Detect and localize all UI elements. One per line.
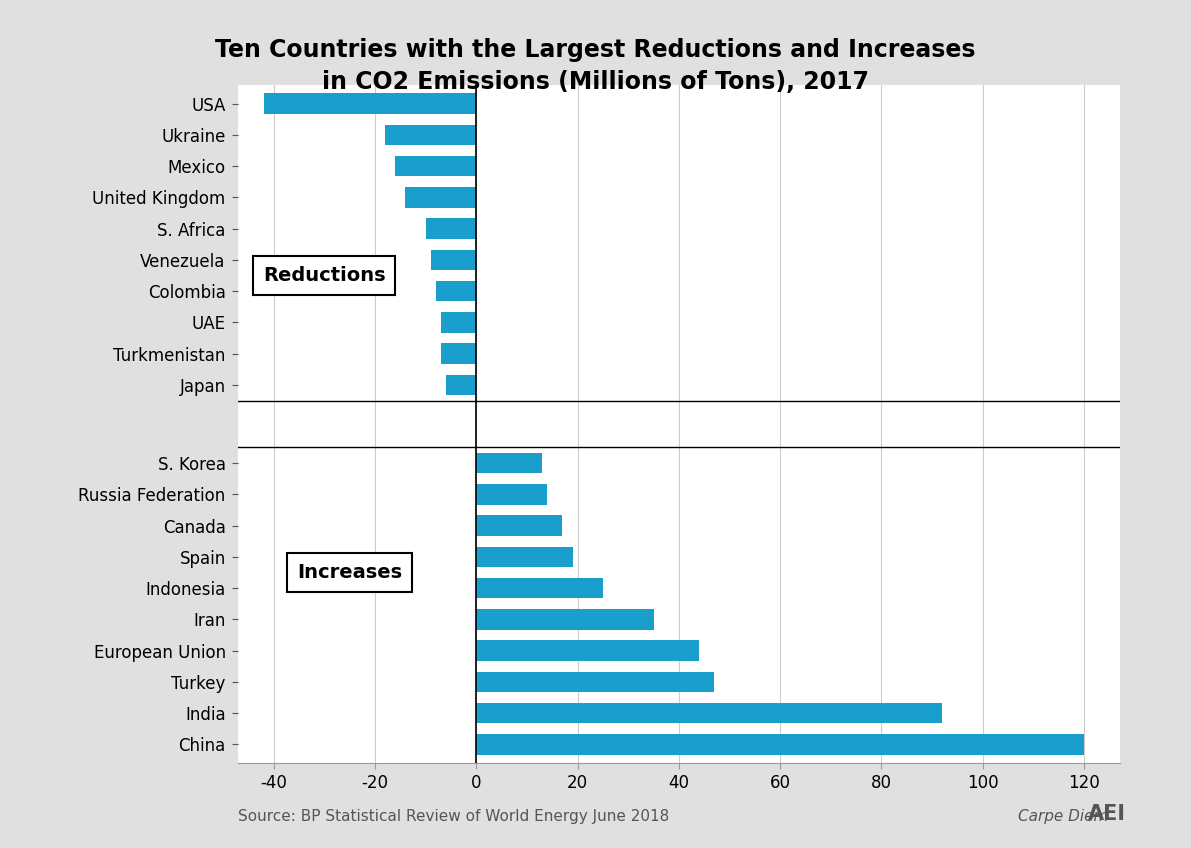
Bar <box>431 249 476 270</box>
Text: Reductions: Reductions <box>263 266 386 285</box>
Bar <box>395 156 476 176</box>
Bar <box>476 547 573 567</box>
Text: Carpe Diem: Carpe Diem <box>1018 809 1109 824</box>
Bar <box>441 343 476 364</box>
Bar <box>476 640 699 661</box>
Bar <box>441 312 476 332</box>
Bar <box>385 125 476 145</box>
Bar <box>445 375 476 395</box>
Bar <box>405 187 476 208</box>
Bar <box>476 672 715 692</box>
Text: Increases: Increases <box>297 563 403 582</box>
Bar <box>476 609 654 629</box>
Text: Source: BP Statistical Review of World Energy June 2018: Source: BP Statistical Review of World E… <box>238 809 669 824</box>
Bar <box>476 703 942 723</box>
Text: AEI: AEI <box>1087 804 1125 824</box>
Bar <box>476 484 547 505</box>
Bar <box>476 734 1084 755</box>
Bar <box>263 93 476 114</box>
Bar <box>476 453 542 473</box>
Bar <box>436 281 476 301</box>
Text: Ten Countries with the Largest Reductions and Increases
in CO2 Emissions (Millio: Ten Countries with the Largest Reduction… <box>216 38 975 94</box>
Bar <box>476 578 603 599</box>
Bar <box>476 516 562 536</box>
Bar <box>425 219 476 239</box>
